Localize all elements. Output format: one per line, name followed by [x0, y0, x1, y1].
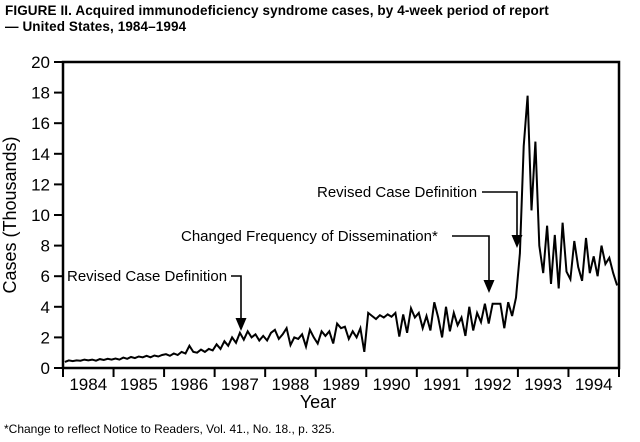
- data-series-line: [64, 95, 619, 363]
- y-tick-label: 0: [41, 359, 50, 378]
- x-tick-label: 1992: [474, 375, 512, 394]
- annotation-arrowhead-3: [511, 235, 523, 248]
- footnote: *Change to reflect Notice to Readers, Vo…: [4, 422, 335, 436]
- x-axis-title: Year: [300, 392, 336, 412]
- y-tick-label: 6: [41, 267, 50, 286]
- x-tick-label: 1989: [322, 375, 360, 394]
- x-tick-label: 1993: [524, 375, 562, 394]
- y-tick-label: 8: [41, 237, 50, 256]
- y-tick-label: 2: [41, 328, 50, 347]
- annotation-connector-1: [231, 275, 242, 318]
- annotation-arrowhead-1: [235, 318, 247, 331]
- x-tick-label: 1987: [221, 375, 259, 394]
- figure-title: FIGURE II. Acquired immunodeficiency syn…: [5, 3, 549, 35]
- y-tick-label: 18: [31, 84, 50, 103]
- y-tick-label: 10: [31, 206, 50, 225]
- annotation-label-1: Revised Case Definition: [67, 268, 227, 285]
- x-tick-label: 1991: [423, 375, 461, 394]
- annotation-connector-3: [482, 191, 518, 235]
- annotation-connector-2: [452, 235, 490, 280]
- y-tick-label: 4: [41, 298, 50, 317]
- plot-border: [61, 60, 621, 370]
- y-axis-title: Cases (Thousands): [0, 136, 20, 293]
- y-tick-label: 20: [31, 53, 50, 72]
- annotation-arrowhead-2: [483, 280, 495, 293]
- x-tick-label: 1988: [272, 375, 310, 394]
- x-tick-label: 1984: [69, 375, 107, 394]
- annotation-label-3: Revised Case Definition: [317, 184, 477, 201]
- y-tick-label: 14: [31, 145, 50, 164]
- figure-title-line1: FIGURE II. Acquired immunodeficiency syn…: [5, 3, 549, 18]
- figure-title-line2: — United States, 1984–1994: [5, 19, 187, 34]
- y-tick-label: 16: [31, 114, 50, 133]
- x-tick-label: 1994: [575, 375, 613, 394]
- x-tick-label: 1990: [373, 375, 411, 394]
- y-tick-label: 12: [31, 175, 50, 194]
- x-tick-label: 1985: [120, 375, 158, 394]
- annotation-label-2: Changed Frequency of Dissemination*: [181, 228, 438, 245]
- x-tick-label: 1986: [170, 375, 208, 394]
